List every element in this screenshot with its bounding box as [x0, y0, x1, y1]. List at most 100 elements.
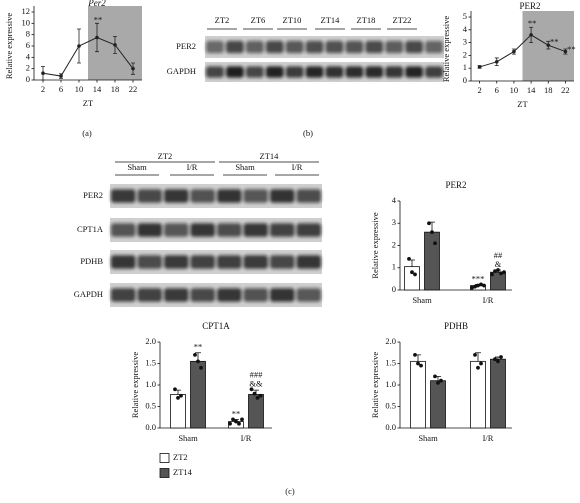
blot-band — [206, 40, 224, 54]
data-line — [42, 36, 134, 77]
y-tick-label: 1.0 — [145, 379, 156, 389]
blot-band — [425, 40, 443, 54]
y-tick-label: 3 — [463, 37, 467, 47]
x-tick-label: 10 — [75, 84, 84, 94]
blot-band — [365, 40, 384, 54]
data-point — [193, 353, 197, 357]
x-axis-label: ZT — [83, 98, 94, 108]
data-point — [196, 359, 200, 364]
y-axis-label: Relative expressive — [4, 13, 14, 80]
y-axis-label: Relative expressive — [441, 16, 451, 83]
data-point — [173, 387, 177, 392]
blot-band — [225, 40, 244, 54]
data-point — [479, 282, 483, 287]
blot-band — [270, 223, 295, 237]
x-tick-label: Sham — [178, 433, 198, 443]
lane-label: ZT14 — [321, 15, 341, 25]
data-point — [433, 374, 437, 379]
data-point — [473, 284, 477, 289]
group-label: ZT14 — [260, 151, 280, 161]
panel-label: (a) — [82, 128, 92, 138]
blot-band — [190, 288, 215, 302]
data-point — [179, 393, 183, 398]
lane-label: ZT18 — [357, 15, 376, 25]
data-point — [430, 230, 434, 235]
chart-title: PER2 — [445, 180, 466, 190]
panel-label: (b) — [303, 128, 313, 138]
blot-band — [405, 40, 424, 54]
y-axis-label: Relative expressive — [370, 212, 380, 279]
bar — [410, 360, 426, 429]
y-tick-label: 10 — [22, 17, 31, 27]
significance-label: ### — [250, 369, 264, 379]
data-point — [476, 365, 480, 370]
x-tick-label: 2 — [477, 85, 481, 95]
data-line — [479, 34, 566, 68]
data-point — [563, 49, 568, 54]
lane-label: I/R — [292, 162, 303, 172]
data-point — [255, 396, 260, 400]
data-point — [231, 417, 235, 422]
blot-band — [325, 66, 344, 78]
data-point — [496, 359, 500, 364]
panel-label: (c) — [285, 486, 295, 496]
data-point — [113, 43, 117, 47]
significance-label: ** — [550, 36, 559, 46]
y-tick-label: 2.0 — [385, 336, 396, 346]
significance-label: ** — [194, 342, 203, 352]
blot-band — [345, 66, 364, 78]
blot-band — [245, 40, 264, 54]
data-point — [502, 270, 506, 275]
chart-title: CPT1A — [202, 321, 230, 331]
y-tick-label: 2.0 — [145, 336, 156, 346]
data-point — [410, 270, 414, 275]
data-point — [433, 241, 437, 246]
blot-background — [205, 36, 444, 58]
y-tick-label: 12 — [22, 6, 31, 16]
blot-band — [164, 189, 189, 203]
blot-band — [190, 189, 215, 203]
y-tick-label: 6 — [26, 40, 30, 50]
data-point — [529, 33, 533, 37]
y-tick-label: 1 — [392, 262, 396, 272]
data-point — [237, 421, 241, 426]
x-tick-label: 22 — [561, 85, 570, 95]
blot-band — [190, 223, 215, 237]
blot-band — [270, 255, 295, 269]
blot-band — [405, 66, 424, 78]
blot-band — [111, 288, 136, 302]
x-tick-label: 22 — [129, 84, 138, 94]
x-tick-label: 18 — [111, 84, 120, 94]
data-point — [499, 271, 503, 276]
data-point — [470, 285, 474, 290]
x-tick-label: Sham — [418, 433, 438, 443]
blot-band — [325, 40, 344, 54]
y-tick-label: 2 — [26, 63, 30, 73]
significance-label: ** — [94, 14, 103, 24]
data-point — [59, 74, 63, 78]
blot-band — [345, 40, 364, 54]
legend-swatch — [159, 453, 170, 463]
blot-band — [164, 223, 189, 237]
data-point — [493, 269, 497, 273]
blot-band — [111, 189, 136, 203]
y-tick-label: 0.0 — [145, 422, 156, 432]
y-tick-label: 4 — [26, 51, 31, 61]
blot-band — [111, 223, 136, 237]
data-point — [240, 417, 244, 422]
data-point — [416, 361, 420, 366]
data-point — [490, 272, 494, 277]
significance-label: && — [249, 378, 263, 388]
bar — [430, 380, 446, 429]
x-tick-label: 10 — [510, 85, 519, 95]
y-tick-label: 2 — [463, 49, 467, 59]
legend-label: ZT2 — [173, 452, 188, 462]
blot-band — [296, 189, 321, 203]
data-point — [482, 283, 486, 288]
y-tick-label: 0.5 — [145, 400, 156, 410]
bar — [470, 360, 486, 429]
y-tick-label: 0.0 — [385, 422, 396, 432]
blot-band — [385, 40, 404, 54]
data-point — [419, 363, 423, 368]
data-point — [228, 421, 232, 426]
